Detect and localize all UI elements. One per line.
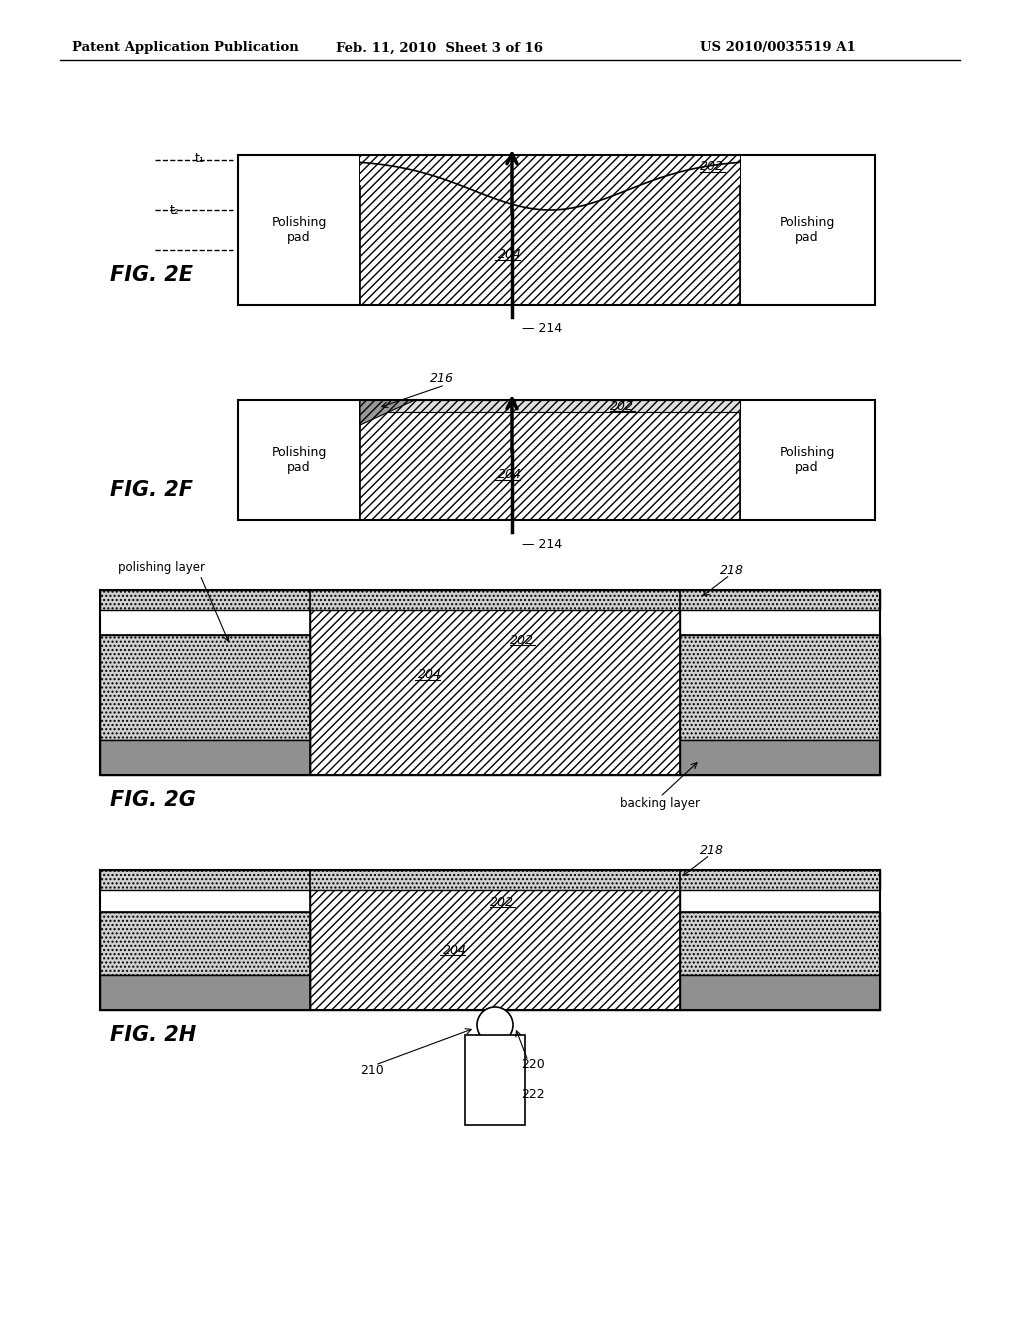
Text: 216: 216 <box>430 371 454 384</box>
Text: Polishing
pad: Polishing pad <box>779 446 835 474</box>
Bar <box>100 741 310 775</box>
Text: 202: 202 <box>490 895 514 908</box>
Text: FIG. 2F: FIG. 2F <box>110 480 193 500</box>
Bar <box>360 400 740 412</box>
Text: FIG. 2H: FIG. 2H <box>110 1026 197 1045</box>
Text: Polishing
pad: Polishing pad <box>271 446 327 474</box>
Text: Patent Application Publication: Patent Application Publication <box>72 41 299 54</box>
Text: FIG. 2E: FIG. 2E <box>110 265 193 285</box>
Bar <box>680 912 880 975</box>
Text: 204: 204 <box>498 469 522 482</box>
Bar <box>310 590 680 775</box>
Bar <box>465 1035 525 1125</box>
Text: 210: 210 <box>360 1064 384 1077</box>
Bar <box>680 741 880 775</box>
Text: 202: 202 <box>510 634 534 647</box>
Bar <box>680 635 880 741</box>
Text: polishing layer: polishing layer <box>118 561 205 574</box>
Text: 204: 204 <box>498 248 522 261</box>
Text: — 214: — 214 <box>522 537 562 550</box>
Text: 204: 204 <box>418 668 442 681</box>
Bar <box>310 590 680 609</box>
Text: t₂: t₂ <box>170 203 180 216</box>
Bar <box>238 154 360 305</box>
Bar <box>360 154 740 185</box>
Text: FIG. 2G: FIG. 2G <box>110 789 196 810</box>
Circle shape <box>477 1007 513 1043</box>
Bar <box>360 154 740 305</box>
Text: Feb. 11, 2010  Sheet 3 of 16: Feb. 11, 2010 Sheet 3 of 16 <box>337 41 544 54</box>
Text: Polishing
pad: Polishing pad <box>271 216 327 244</box>
Bar <box>238 400 360 520</box>
Bar <box>238 400 874 520</box>
Bar <box>238 154 874 305</box>
Bar <box>100 590 880 610</box>
Bar <box>310 870 680 1010</box>
Bar <box>310 870 680 888</box>
Text: t₁: t₁ <box>195 153 205 165</box>
Bar <box>100 975 310 1010</box>
Polygon shape <box>360 400 415 425</box>
Text: 218: 218 <box>700 843 724 857</box>
Text: — 214: — 214 <box>522 322 562 335</box>
Text: 222: 222 <box>521 1089 545 1101</box>
Bar <box>360 400 740 520</box>
Text: backing layer: backing layer <box>620 796 700 809</box>
Text: 202: 202 <box>700 161 724 173</box>
Bar <box>100 635 310 741</box>
Text: US 2010/0035519 A1: US 2010/0035519 A1 <box>700 41 856 54</box>
Text: 204: 204 <box>443 944 467 957</box>
Bar <box>100 870 880 890</box>
Text: 202: 202 <box>610 400 634 412</box>
Text: 218: 218 <box>720 564 744 577</box>
Text: Polishing
pad: Polishing pad <box>779 216 835 244</box>
Bar <box>740 154 874 305</box>
Bar <box>740 400 874 520</box>
Text: 220: 220 <box>521 1059 545 1072</box>
Bar <box>100 912 310 975</box>
Bar <box>680 975 880 1010</box>
